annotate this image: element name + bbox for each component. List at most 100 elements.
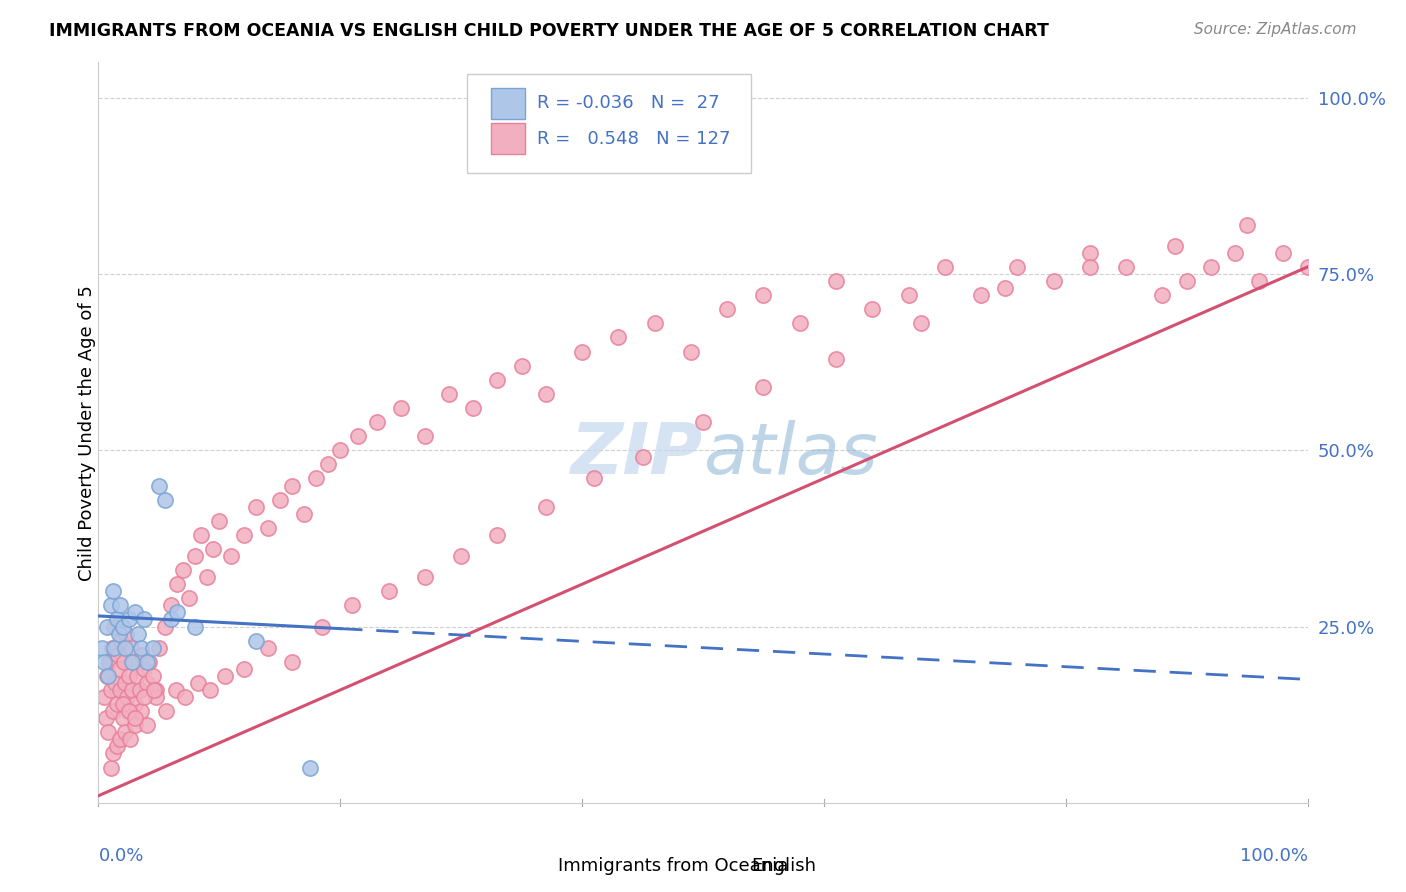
- Point: [292, 507, 315, 521]
- Point: [118, 612, 141, 626]
- Point: [114, 725, 136, 739]
- FancyBboxPatch shape: [492, 123, 526, 154]
- Point: [195, 570, 218, 584]
- Point: [329, 443, 352, 458]
- Point: [114, 640, 136, 655]
- Point: [1249, 274, 1271, 288]
- Point: [124, 711, 146, 725]
- Point: [190, 528, 212, 542]
- Point: [269, 492, 291, 507]
- Point: [316, 458, 339, 472]
- Point: [129, 640, 152, 655]
- Point: [256, 521, 278, 535]
- Point: [122, 655, 145, 669]
- Point: [1175, 274, 1198, 288]
- Point: [281, 478, 304, 492]
- Point: [145, 690, 167, 704]
- Point: [121, 655, 143, 669]
- Point: [108, 732, 131, 747]
- Point: [108, 683, 131, 698]
- Point: [232, 662, 254, 676]
- Point: [413, 429, 436, 443]
- Point: [970, 288, 993, 302]
- FancyBboxPatch shape: [467, 73, 751, 173]
- Point: [103, 619, 125, 633]
- Point: [104, 676, 127, 690]
- Point: [281, 655, 304, 669]
- Point: [118, 669, 141, 683]
- Point: [101, 747, 124, 761]
- Point: [118, 704, 141, 718]
- Point: [105, 739, 128, 754]
- Point: [103, 640, 125, 655]
- Text: Source: ZipAtlas.com: Source: ZipAtlas.com: [1194, 22, 1357, 37]
- Point: [305, 471, 328, 485]
- Point: [121, 683, 143, 698]
- Point: [245, 500, 267, 514]
- Point: [299, 760, 322, 774]
- Point: [115, 626, 138, 640]
- Point: [135, 718, 157, 732]
- Point: [752, 288, 775, 302]
- Point: [108, 626, 131, 640]
- Point: [1199, 260, 1222, 274]
- Point: [138, 655, 160, 669]
- Point: [166, 577, 188, 591]
- Point: [1078, 245, 1101, 260]
- Point: [97, 669, 120, 683]
- Point: [134, 690, 156, 704]
- Point: [342, 599, 364, 613]
- Point: [91, 640, 114, 655]
- Point: [486, 528, 509, 542]
- Point: [153, 492, 176, 507]
- Point: [692, 415, 714, 429]
- Point: [1115, 260, 1137, 274]
- Point: [111, 697, 134, 711]
- Point: [202, 541, 225, 556]
- Point: [184, 619, 207, 633]
- Text: ZIP: ZIP: [571, 420, 703, 490]
- Point: [607, 330, 630, 344]
- Point: [184, 549, 207, 563]
- Point: [1163, 239, 1185, 253]
- Point: [148, 640, 170, 655]
- Point: [96, 619, 118, 633]
- Point: [135, 655, 157, 669]
- Point: [232, 528, 254, 542]
- Point: [117, 690, 139, 704]
- Text: 100.0%: 100.0%: [1240, 847, 1308, 865]
- Point: [897, 288, 920, 302]
- Point: [311, 619, 333, 633]
- Text: R =   0.548   N = 127: R = 0.548 N = 127: [537, 129, 731, 148]
- Point: [108, 599, 131, 613]
- Point: [1223, 245, 1246, 260]
- Point: [143, 683, 166, 698]
- Point: [221, 549, 243, 563]
- Point: [934, 260, 956, 274]
- Point: [100, 599, 122, 613]
- Point: [1296, 260, 1319, 274]
- Point: [160, 612, 183, 626]
- Point: [172, 563, 194, 577]
- Point: [179, 591, 201, 606]
- Point: [93, 690, 115, 704]
- Point: [214, 669, 236, 683]
- Point: [105, 612, 128, 626]
- Point: [118, 704, 141, 718]
- Point: [486, 373, 509, 387]
- Point: [910, 316, 932, 330]
- Text: IMMIGRANTS FROM OCEANIA VS ENGLISH CHILD POVERTY UNDER THE AGE OF 5 CORRELATION : IMMIGRANTS FROM OCEANIA VS ENGLISH CHILD…: [49, 22, 1049, 40]
- Y-axis label: Child Poverty Under the Age of 5: Child Poverty Under the Age of 5: [79, 285, 96, 581]
- Text: English: English: [751, 856, 817, 875]
- Point: [142, 669, 165, 683]
- Point: [108, 662, 131, 676]
- Point: [134, 662, 156, 676]
- Point: [825, 351, 848, 366]
- Text: R = -0.036   N =  27: R = -0.036 N = 27: [537, 95, 720, 112]
- Point: [1042, 274, 1064, 288]
- Point: [114, 676, 136, 690]
- Point: [994, 281, 1017, 295]
- Point: [110, 633, 132, 648]
- Point: [127, 669, 149, 683]
- Text: atlas: atlas: [703, 420, 877, 490]
